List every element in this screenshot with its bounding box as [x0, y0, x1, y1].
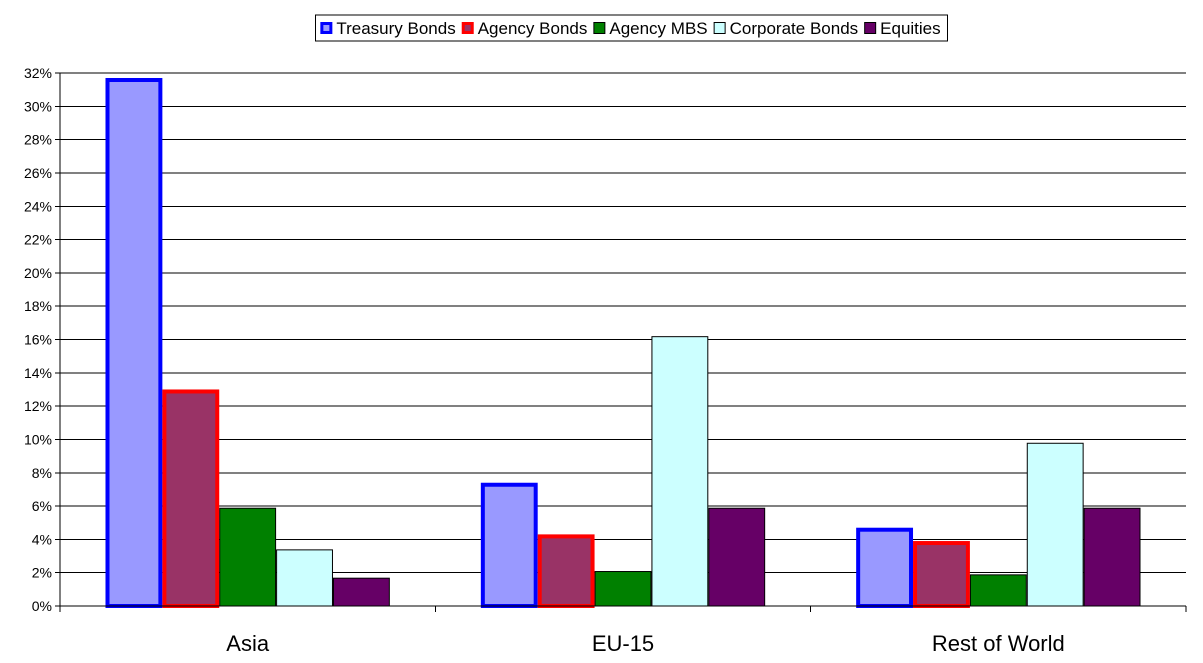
bar-equities-asia: [332, 577, 390, 607]
bar-equities-eu-15: [708, 507, 766, 607]
y-tick-label: 6%: [32, 498, 52, 514]
legend-box: [314, 14, 949, 42]
bar-corporate-bonds-asia: [276, 549, 333, 607]
y-tick-label: 14%: [24, 365, 52, 381]
y-tick-label: 12%: [24, 398, 52, 414]
x-category-label: EU-15: [592, 631, 654, 656]
y-tick-label: 24%: [24, 198, 52, 214]
y-tick-label: 22%: [24, 232, 52, 248]
x-category-label: Asia: [226, 631, 270, 656]
legend-label: Agency MBS: [609, 19, 707, 38]
legend-swatch: [864, 22, 877, 34]
bar-treasury-bonds-rest-of-world: [856, 527, 914, 609]
y-tick-label: 30%: [24, 98, 52, 114]
legend-swatch: [461, 22, 474, 34]
y-tick-label: 10%: [24, 431, 52, 447]
bar-agency-mbs-asia: [219, 507, 277, 607]
legend: Treasury Bonds Agency Bonds Agency MBS Corp…: [314, 14, 949, 42]
bars: [105, 77, 1141, 609]
legend-label: Corporate Bonds: [730, 19, 859, 38]
bar-agency-mbs-rest-of-world: [969, 574, 1027, 607]
y-tick-label: 20%: [24, 265, 52, 281]
y-tick-label: 26%: [24, 165, 52, 181]
bar-corporate-bonds-rest-of-world: [1026, 442, 1084, 607]
bar-agency-bonds-eu-15: [537, 534, 595, 608]
y-tick-label: 4%: [32, 531, 52, 547]
x-category-label: Rest of World: [932, 631, 1065, 656]
y-tick-label: 8%: [32, 465, 52, 481]
bar-equities-rest-of-world: [1083, 507, 1141, 607]
legend-label: Agency Bonds: [478, 19, 588, 38]
bar-agency-bonds-asia: [162, 389, 220, 608]
bar-treasury-bonds-asia: [105, 77, 163, 608]
y-axis-tick-labels: 0% 2% 4% 6% 8% 10% 12% 14% 16% 18% 20% 22% 24% 26% 28%…: [24, 65, 52, 614]
bar-agency-mbs-eu-15: [594, 571, 652, 607]
gridlines: [60, 72, 1186, 574]
y-tick-label: 32%: [24, 65, 52, 81]
y-tick-label: 16%: [24, 332, 52, 348]
legend-swatch: [713, 22, 726, 34]
axes: [55, 72, 1187, 612]
bar-corporate-bonds-eu-15: [651, 336, 709, 607]
y-tick-label: 28%: [24, 132, 52, 148]
legend-label: Equities: [880, 19, 940, 38]
y-tick-label: 2%: [32, 565, 52, 581]
y-tick-label: 0%: [32, 598, 52, 614]
legend-label: Treasury Bonds: [336, 19, 455, 38]
legend-swatch: [593, 22, 606, 34]
bar-treasury-bonds-eu-15: [480, 482, 538, 608]
y-tick-label: 18%: [24, 298, 52, 314]
legend-swatch: [320, 22, 333, 34]
x-axis-category-labels: Asia EU-15 Rest of World: [226, 631, 1064, 656]
bar-agency-bonds-rest-of-world: [913, 541, 970, 609]
